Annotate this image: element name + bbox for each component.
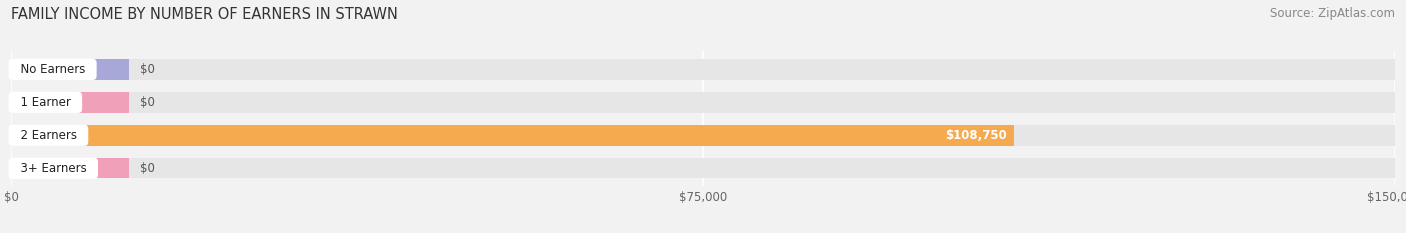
Bar bbox=[11, 92, 1395, 113]
Text: 1 Earner: 1 Earner bbox=[13, 96, 77, 109]
Text: $0: $0 bbox=[141, 63, 155, 76]
Bar bbox=[11, 59, 129, 80]
Bar bbox=[11, 59, 1395, 80]
Text: $0: $0 bbox=[141, 96, 155, 109]
Text: $0: $0 bbox=[141, 162, 155, 175]
Bar bbox=[11, 158, 1395, 178]
Text: 3+ Earners: 3+ Earners bbox=[13, 162, 94, 175]
Bar bbox=[11, 92, 129, 113]
Bar bbox=[11, 125, 1014, 146]
Text: No Earners: No Earners bbox=[13, 63, 93, 76]
Text: Source: ZipAtlas.com: Source: ZipAtlas.com bbox=[1270, 7, 1395, 20]
Text: FAMILY INCOME BY NUMBER OF EARNERS IN STRAWN: FAMILY INCOME BY NUMBER OF EARNERS IN ST… bbox=[11, 7, 398, 22]
Text: $108,750: $108,750 bbox=[946, 129, 1007, 142]
Text: 2 Earners: 2 Earners bbox=[13, 129, 84, 142]
Bar bbox=[11, 158, 129, 178]
Bar bbox=[11, 125, 1395, 146]
